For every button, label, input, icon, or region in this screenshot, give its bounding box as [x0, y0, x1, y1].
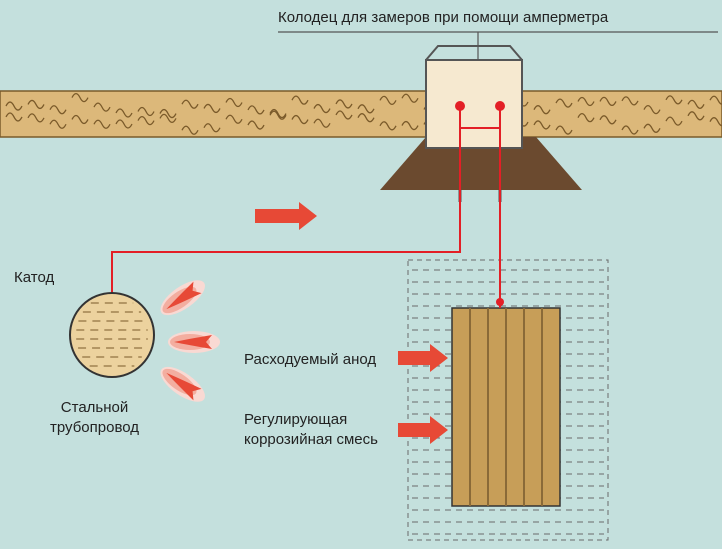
cathode-label: Катод	[14, 268, 54, 288]
pipeline-label: Стальнойтрубопровод	[50, 398, 139, 437]
steel-pipeline	[70, 293, 154, 377]
ground-layer	[0, 91, 722, 137]
title-label: Колодец для замеров при помощи амперметр…	[278, 8, 718, 28]
bg	[0, 0, 722, 549]
anode-label: Расходуемый анод	[244, 350, 376, 370]
regulating-mixture-label: Регулирующаякоррозийная смесь	[244, 410, 378, 449]
sacrificial-anode	[452, 298, 560, 506]
diagram-canvas	[0, 0, 722, 549]
